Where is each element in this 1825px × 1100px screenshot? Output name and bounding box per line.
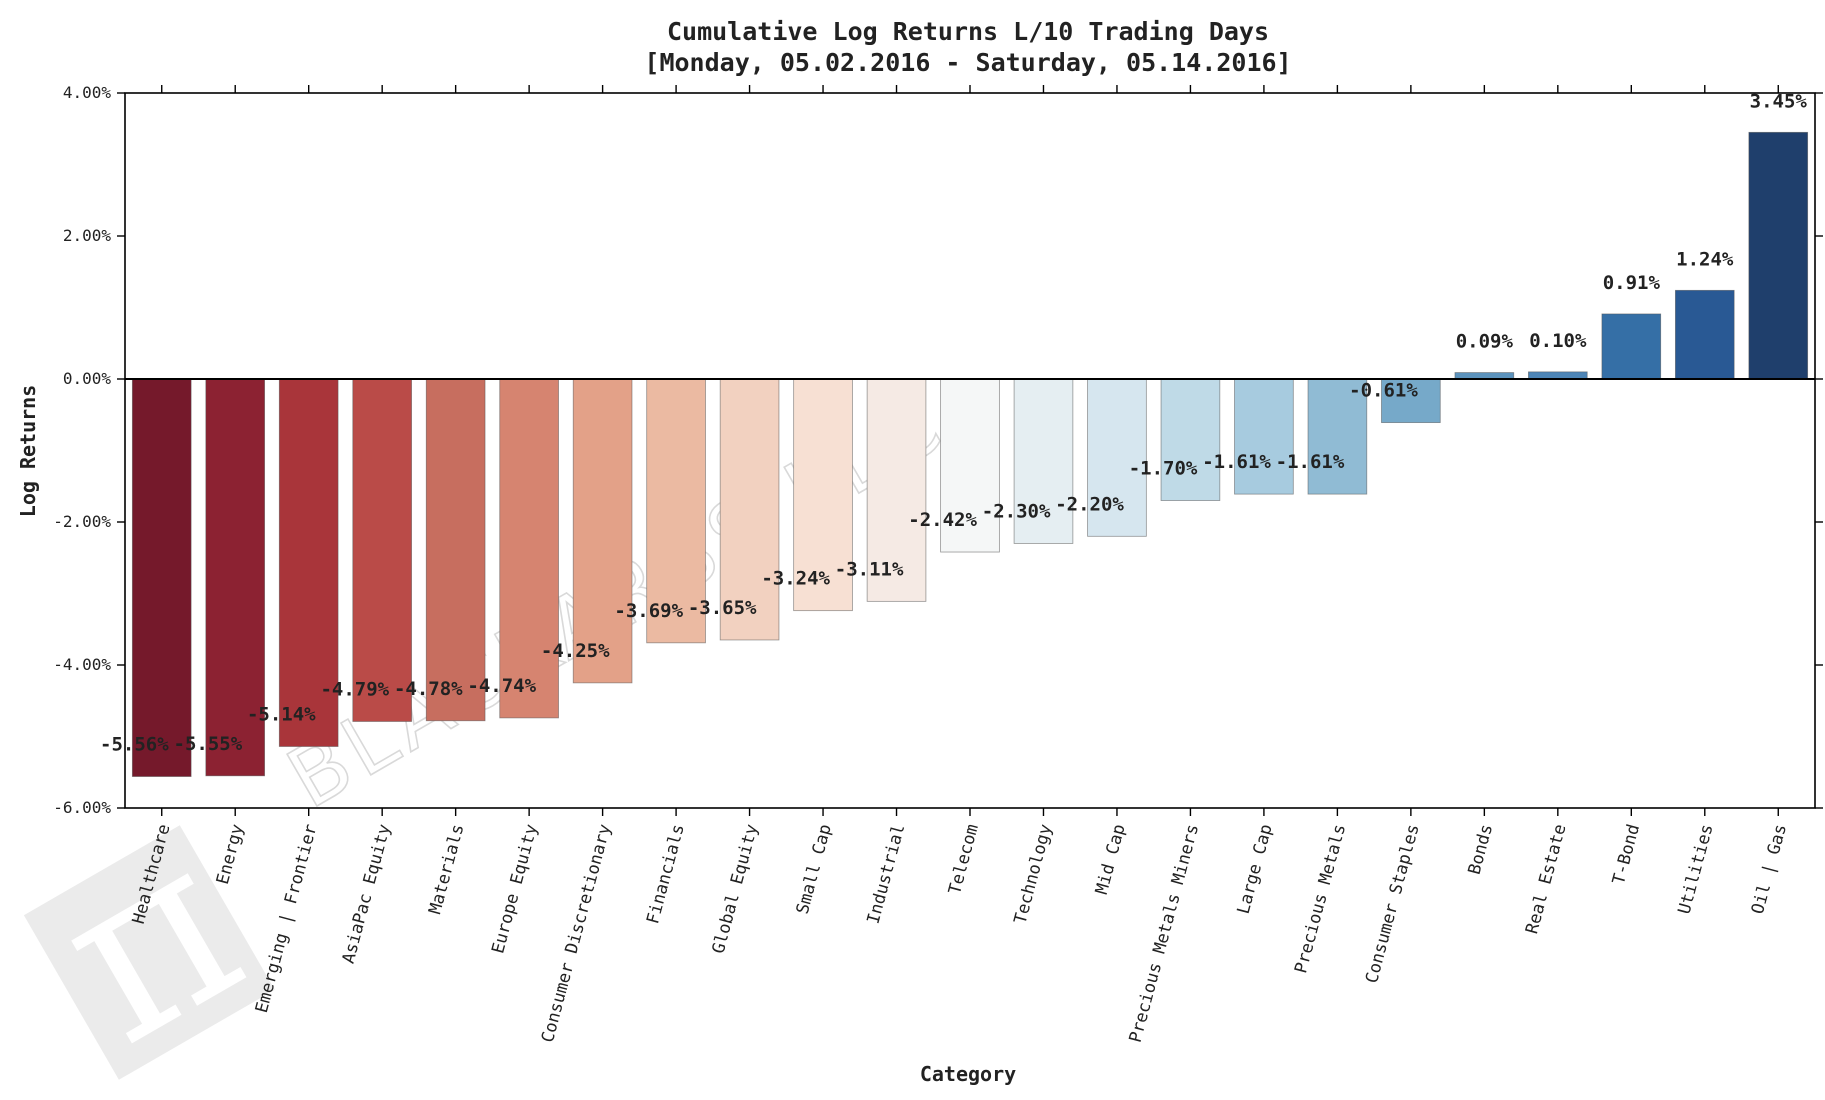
x-tick-label: Mid Cap	[1092, 822, 1130, 896]
bar	[278, 378, 339, 747]
data-label: 0.09%	[1456, 331, 1514, 353]
x-tick-label: Emerging | Frontier	[252, 822, 322, 1015]
data-label: 3.45%	[1750, 90, 1808, 112]
bar	[425, 378, 486, 722]
data-label: -4.25%	[541, 640, 610, 662]
bar	[499, 378, 559, 719]
watermark-logo-box	[23, 825, 275, 1080]
data-label: -4.74%	[467, 675, 536, 697]
bar	[1381, 378, 1441, 424]
data-label: -2.42%	[908, 509, 977, 531]
y-tick-label: 0.00%	[63, 369, 112, 388]
bar	[940, 378, 1000, 553]
x-tick-label: Utilities	[1674, 822, 1717, 916]
bar	[352, 378, 412, 722]
y-tick-label: 4.00%	[63, 83, 112, 102]
x-tick-label: Bonds	[1465, 822, 1498, 877]
plot-frame	[124, 92, 1816, 809]
data-label: -5.56%	[100, 734, 169, 756]
x-tick-label: Technology	[1010, 822, 1056, 926]
bar	[572, 378, 633, 684]
y-axis: 4.00% 2.00% 0.00% -2.00% -4.00% -6.00%	[53, 83, 1823, 817]
data-label: 0.10%	[1529, 330, 1587, 352]
bar	[646, 378, 706, 644]
bar	[1528, 371, 1588, 380]
bar	[1234, 378, 1294, 495]
bar	[1674, 289, 1735, 380]
x-tick-label: Large Cap	[1234, 822, 1277, 916]
data-label: -2.30%	[982, 500, 1051, 522]
data-label: -3.11%	[835, 558, 904, 580]
bars	[131, 131, 1809, 777]
x-tick-label: Financials	[643, 822, 689, 926]
data-label: -3.24%	[761, 568, 830, 590]
x-tick-label: Materials	[425, 822, 468, 916]
x-tick-label: Oil | Gas	[1748, 822, 1791, 916]
y-tick-label: 2.00%	[63, 226, 112, 245]
x-tick-label: Consumer Staples	[1362, 822, 1424, 985]
data-label: -1.70%	[1129, 458, 1198, 480]
bar	[1307, 378, 1368, 495]
data-label: -1.61%	[1202, 451, 1271, 473]
data-labels: -5.56% -5.55%-5.14%-4.79% -4.78% -4.74%-4.2…	[100, 90, 1807, 755]
data-label: -5.14%	[247, 704, 316, 726]
x-tick-label: Consumer Discretionary	[538, 822, 616, 1045]
data-label: -2.20%	[1055, 493, 1124, 515]
y-tick-label: -2.00%	[53, 512, 111, 531]
x-tick-label: Small Cap	[793, 822, 836, 916]
x-tick-label: Global Equity	[709, 822, 763, 956]
data-label: -1.61%	[1276, 451, 1345, 473]
x-tick-label: AsiaPac Equity	[339, 822, 395, 966]
y-axis-label: Log Returns	[16, 385, 40, 517]
bar	[1087, 378, 1147, 537]
data-label: 0.91%	[1603, 272, 1661, 294]
bar	[1013, 378, 1074, 544]
bar	[1748, 131, 1809, 380]
x-tick-label: Europe Equity	[488, 822, 542, 956]
bar	[1160, 378, 1221, 501]
chart-title: Cumulative Log Returns L/10 Trading Days	[667, 17, 1269, 46]
data-label: -4.79%	[320, 678, 389, 700]
chart-subtitle: [Monday, 05.02.2016 - Saturday, 05.14.20…	[644, 48, 1291, 77]
x-tick-label: Telecom	[945, 822, 983, 896]
x-tick-label: Precious Metals Miners	[1126, 822, 1204, 1045]
y-tick-label: -4.00%	[53, 655, 111, 674]
data-label: -4.78%	[394, 678, 463, 700]
data-label: -3.69%	[614, 600, 683, 622]
data-label: -3.65%	[688, 597, 757, 619]
x-axis-label: Category	[920, 1062, 1016, 1086]
data-label: -5.55%	[174, 733, 243, 755]
data-label: 1.24%	[1676, 248, 1734, 270]
bar	[793, 378, 853, 612]
x-tick-label: Precious Metals	[1291, 822, 1350, 975]
x-tick-label: Energy	[213, 822, 248, 887]
y-tick-label: -6.00%	[53, 798, 111, 817]
x-tick-label: Industrial	[864, 822, 910, 926]
data-label: -0.61%	[1349, 380, 1418, 402]
bar	[1601, 313, 1662, 380]
x-tick-label: Real Estate	[1522, 822, 1570, 936]
bar	[131, 378, 192, 777]
x-tick-label: T-Bond	[1609, 822, 1644, 887]
